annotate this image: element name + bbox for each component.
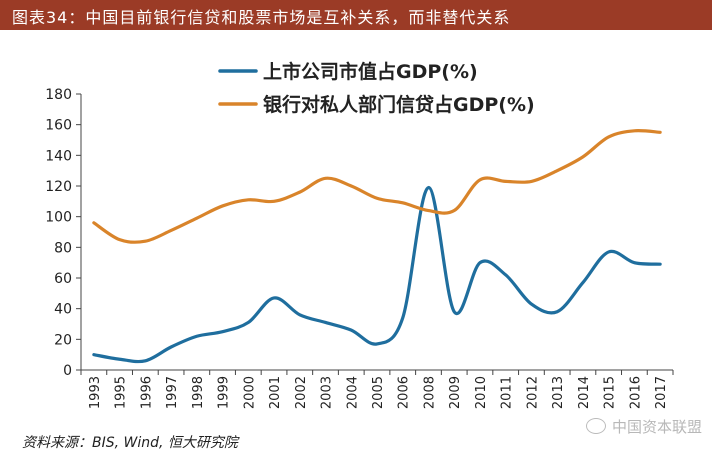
x-tick-label: 2000: [242, 376, 257, 409]
y-tick-label: 0: [63, 363, 72, 379]
x-tick-label: 2013: [551, 376, 566, 409]
x-tick-label: 2011: [500, 376, 515, 409]
chart-axes: 0 20 40 60 80 100 120 140 160 180 1993 1995 1996 1997…: [45, 87, 674, 409]
x-tick-label: 2003: [320, 376, 335, 409]
x-tick-label: 2005: [371, 376, 386, 409]
y-tick-label: 120: [45, 179, 72, 195]
x-tick-label: 2002: [294, 376, 309, 409]
x-tick-label: 2006: [397, 376, 412, 409]
y-tick-label: 180: [45, 87, 72, 103]
x-tick-label: 2014: [577, 376, 592, 409]
x-tick-label: 2016: [628, 376, 643, 409]
x-tick-label: 1996: [139, 376, 154, 409]
x-tick-label: 1995: [114, 376, 129, 409]
x-tick-label: 1993: [88, 376, 103, 409]
source-note: 资料来源：BIS, Wind, 恒大研究院: [22, 435, 238, 451]
series-line-1: [92, 185, 662, 364]
wechat-icon: [585, 418, 606, 434]
chart-series: [92, 129, 662, 364]
x-tick-label: 1999: [217, 376, 232, 409]
x-tick-label: 2012: [525, 376, 540, 409]
legend-label-1: 上市公司市值占GDP(%): [263, 60, 478, 83]
page-title: 图表34：中国目前银行信贷和股票市场是互补关系，而非替代关系: [12, 8, 511, 27]
y-tick-label: 40: [54, 302, 72, 318]
watermark: 中国资本联盟: [585, 416, 702, 437]
chart-legend: 上市公司市值占GDP(%) 银行对私人部门信贷占GDP(%): [218, 60, 535, 116]
x-tick-label: 2009: [448, 376, 463, 409]
y-tick-label: 20: [54, 332, 72, 348]
y-tick-label: 160: [45, 118, 72, 134]
x-tick-label: 1998: [191, 376, 206, 409]
y-tick-label: 100: [45, 210, 72, 226]
y-tick-label: 80: [54, 240, 72, 256]
x-tick-label: 2015: [603, 376, 618, 409]
y-tick-label: 60: [54, 271, 72, 287]
x-tick-label: 2017: [654, 376, 669, 409]
series-line-2: [92, 129, 662, 244]
legend-label-2: 银行对私人部门信贷占GDP(%): [263, 93, 535, 116]
x-tick-label: 2004: [345, 376, 360, 409]
x-tick-label: 2008: [422, 376, 437, 409]
line-chart: 0 20 40 60 80 100 120 140 160 180 1993 1995 1996 1997…: [45, 60, 674, 409]
x-tick-label: 1997: [165, 376, 180, 409]
watermark-text: 中国资本联盟: [611, 418, 702, 436]
y-tick-label: 140: [45, 148, 72, 164]
x-tick-label: 2010: [474, 376, 489, 409]
title-bar: 图表34：中国目前银行信贷和股票市场是互补关系，而非替代关系: [0, 0, 712, 30]
x-tick-label: 2001: [268, 376, 283, 409]
